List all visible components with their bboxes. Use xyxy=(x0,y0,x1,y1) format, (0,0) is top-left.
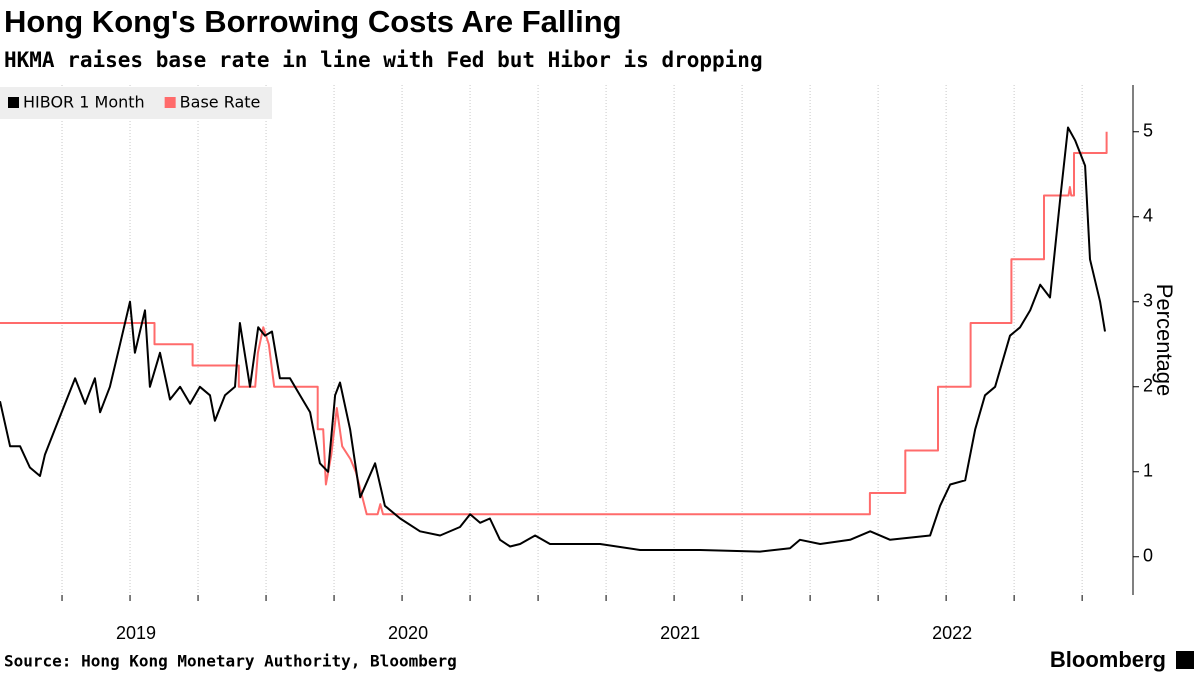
x-tick-label: 2020 xyxy=(388,623,428,643)
chart-title: Hong Kong's Borrowing Costs Are Falling xyxy=(4,4,622,39)
y-axis-label: Percentage xyxy=(1152,284,1177,397)
y-tick-label: 0 xyxy=(1143,546,1153,566)
y-tick-label: 1 xyxy=(1143,461,1153,481)
legend-label: Base Rate xyxy=(180,93,261,112)
line-series xyxy=(0,126,1106,553)
brand-icon xyxy=(1176,651,1194,669)
chart-subtitle: HKMA raises base rate in line with Fed b… xyxy=(4,48,763,72)
legend-swatch xyxy=(164,97,176,108)
brand: Bloomberg xyxy=(1050,647,1166,672)
source-note: Source: Hong Kong Monetary Authority, Bl… xyxy=(4,652,457,671)
y-tick-label: 4 xyxy=(1143,206,1153,226)
x-tick-label: 2021 xyxy=(660,623,700,643)
y-tick-label: 3 xyxy=(1143,291,1153,311)
x-tick-label: 2022 xyxy=(932,623,972,643)
y-tick-label: 5 xyxy=(1143,121,1153,141)
line-series xyxy=(0,131,1108,516)
legend-label: HIBOR 1 Month xyxy=(23,93,145,112)
legend-swatch xyxy=(8,97,19,108)
x-tick-label: 2019 xyxy=(116,623,156,643)
y-tick-label: 2 xyxy=(1143,376,1153,396)
legend-box xyxy=(0,87,272,119)
